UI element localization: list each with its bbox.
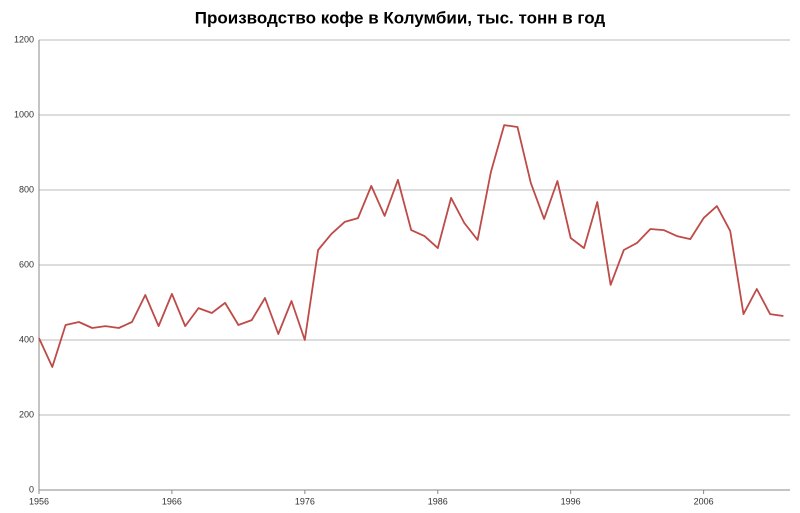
y-tick-label: 1000 <box>14 109 34 119</box>
y-tick-label: 0 <box>29 484 34 494</box>
x-tick-label: 2006 <box>694 496 714 506</box>
x-tick-label: 1996 <box>561 496 581 506</box>
x-tick-label: 1976 <box>295 496 315 506</box>
data-line <box>38 124 784 368</box>
chart-title: Производство кофе в Колумбии, тыс. тонн … <box>195 8 606 27</box>
x-tick-label: 1986 <box>428 496 448 506</box>
y-tick-label: 800 <box>19 184 34 194</box>
x-tick-label: 1956 <box>29 496 49 506</box>
y-tick-label: 200 <box>19 409 34 419</box>
y-tick-label: 400 <box>19 334 34 344</box>
y-tick-label: 1200 <box>14 34 34 44</box>
y-tick-label: 600 <box>19 259 34 269</box>
x-tick-label: 1966 <box>162 496 182 506</box>
